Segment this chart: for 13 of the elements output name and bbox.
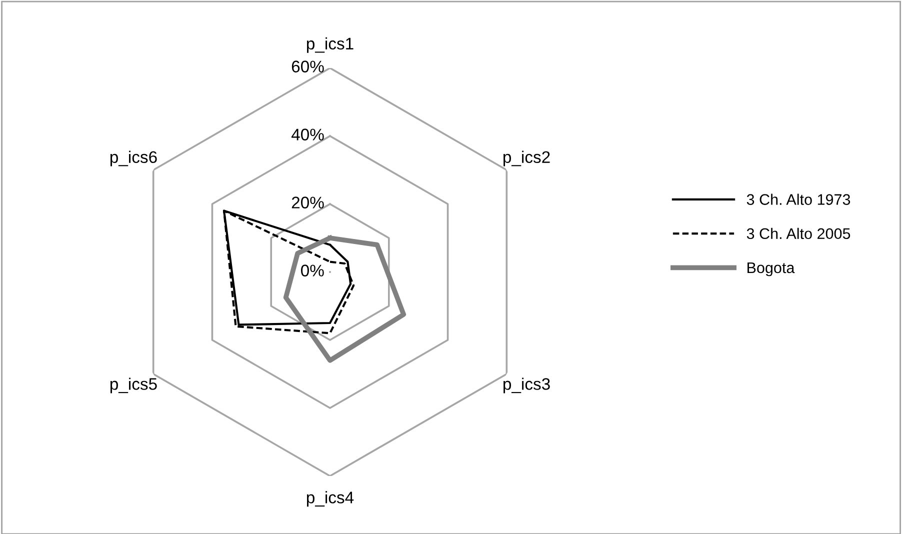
spoke-label: p_ics1 — [306, 37, 354, 53]
spoke-label: p_ics4 — [306, 491, 354, 507]
legend-label: Bogota — [748, 262, 795, 276]
spoke-label: p_ics2 — [504, 150, 550, 166]
legend-label: 3 Ch. Alto 2005 — [746, 228, 850, 240]
spoke-label: p_ics3 — [504, 378, 550, 394]
spoke-label: p_ics6 — [110, 150, 157, 166]
legend-label: 3 Ch. Alto 1973 — [746, 194, 850, 205]
y-tick-label: 20% — [292, 196, 324, 208]
y-tick-label: 0% — [301, 264, 324, 276]
y-tick-label: 60% — [292, 60, 324, 72]
spoke-label: p_ics5 — [110, 378, 157, 394]
y-tick-label: 40% — [291, 128, 324, 140]
